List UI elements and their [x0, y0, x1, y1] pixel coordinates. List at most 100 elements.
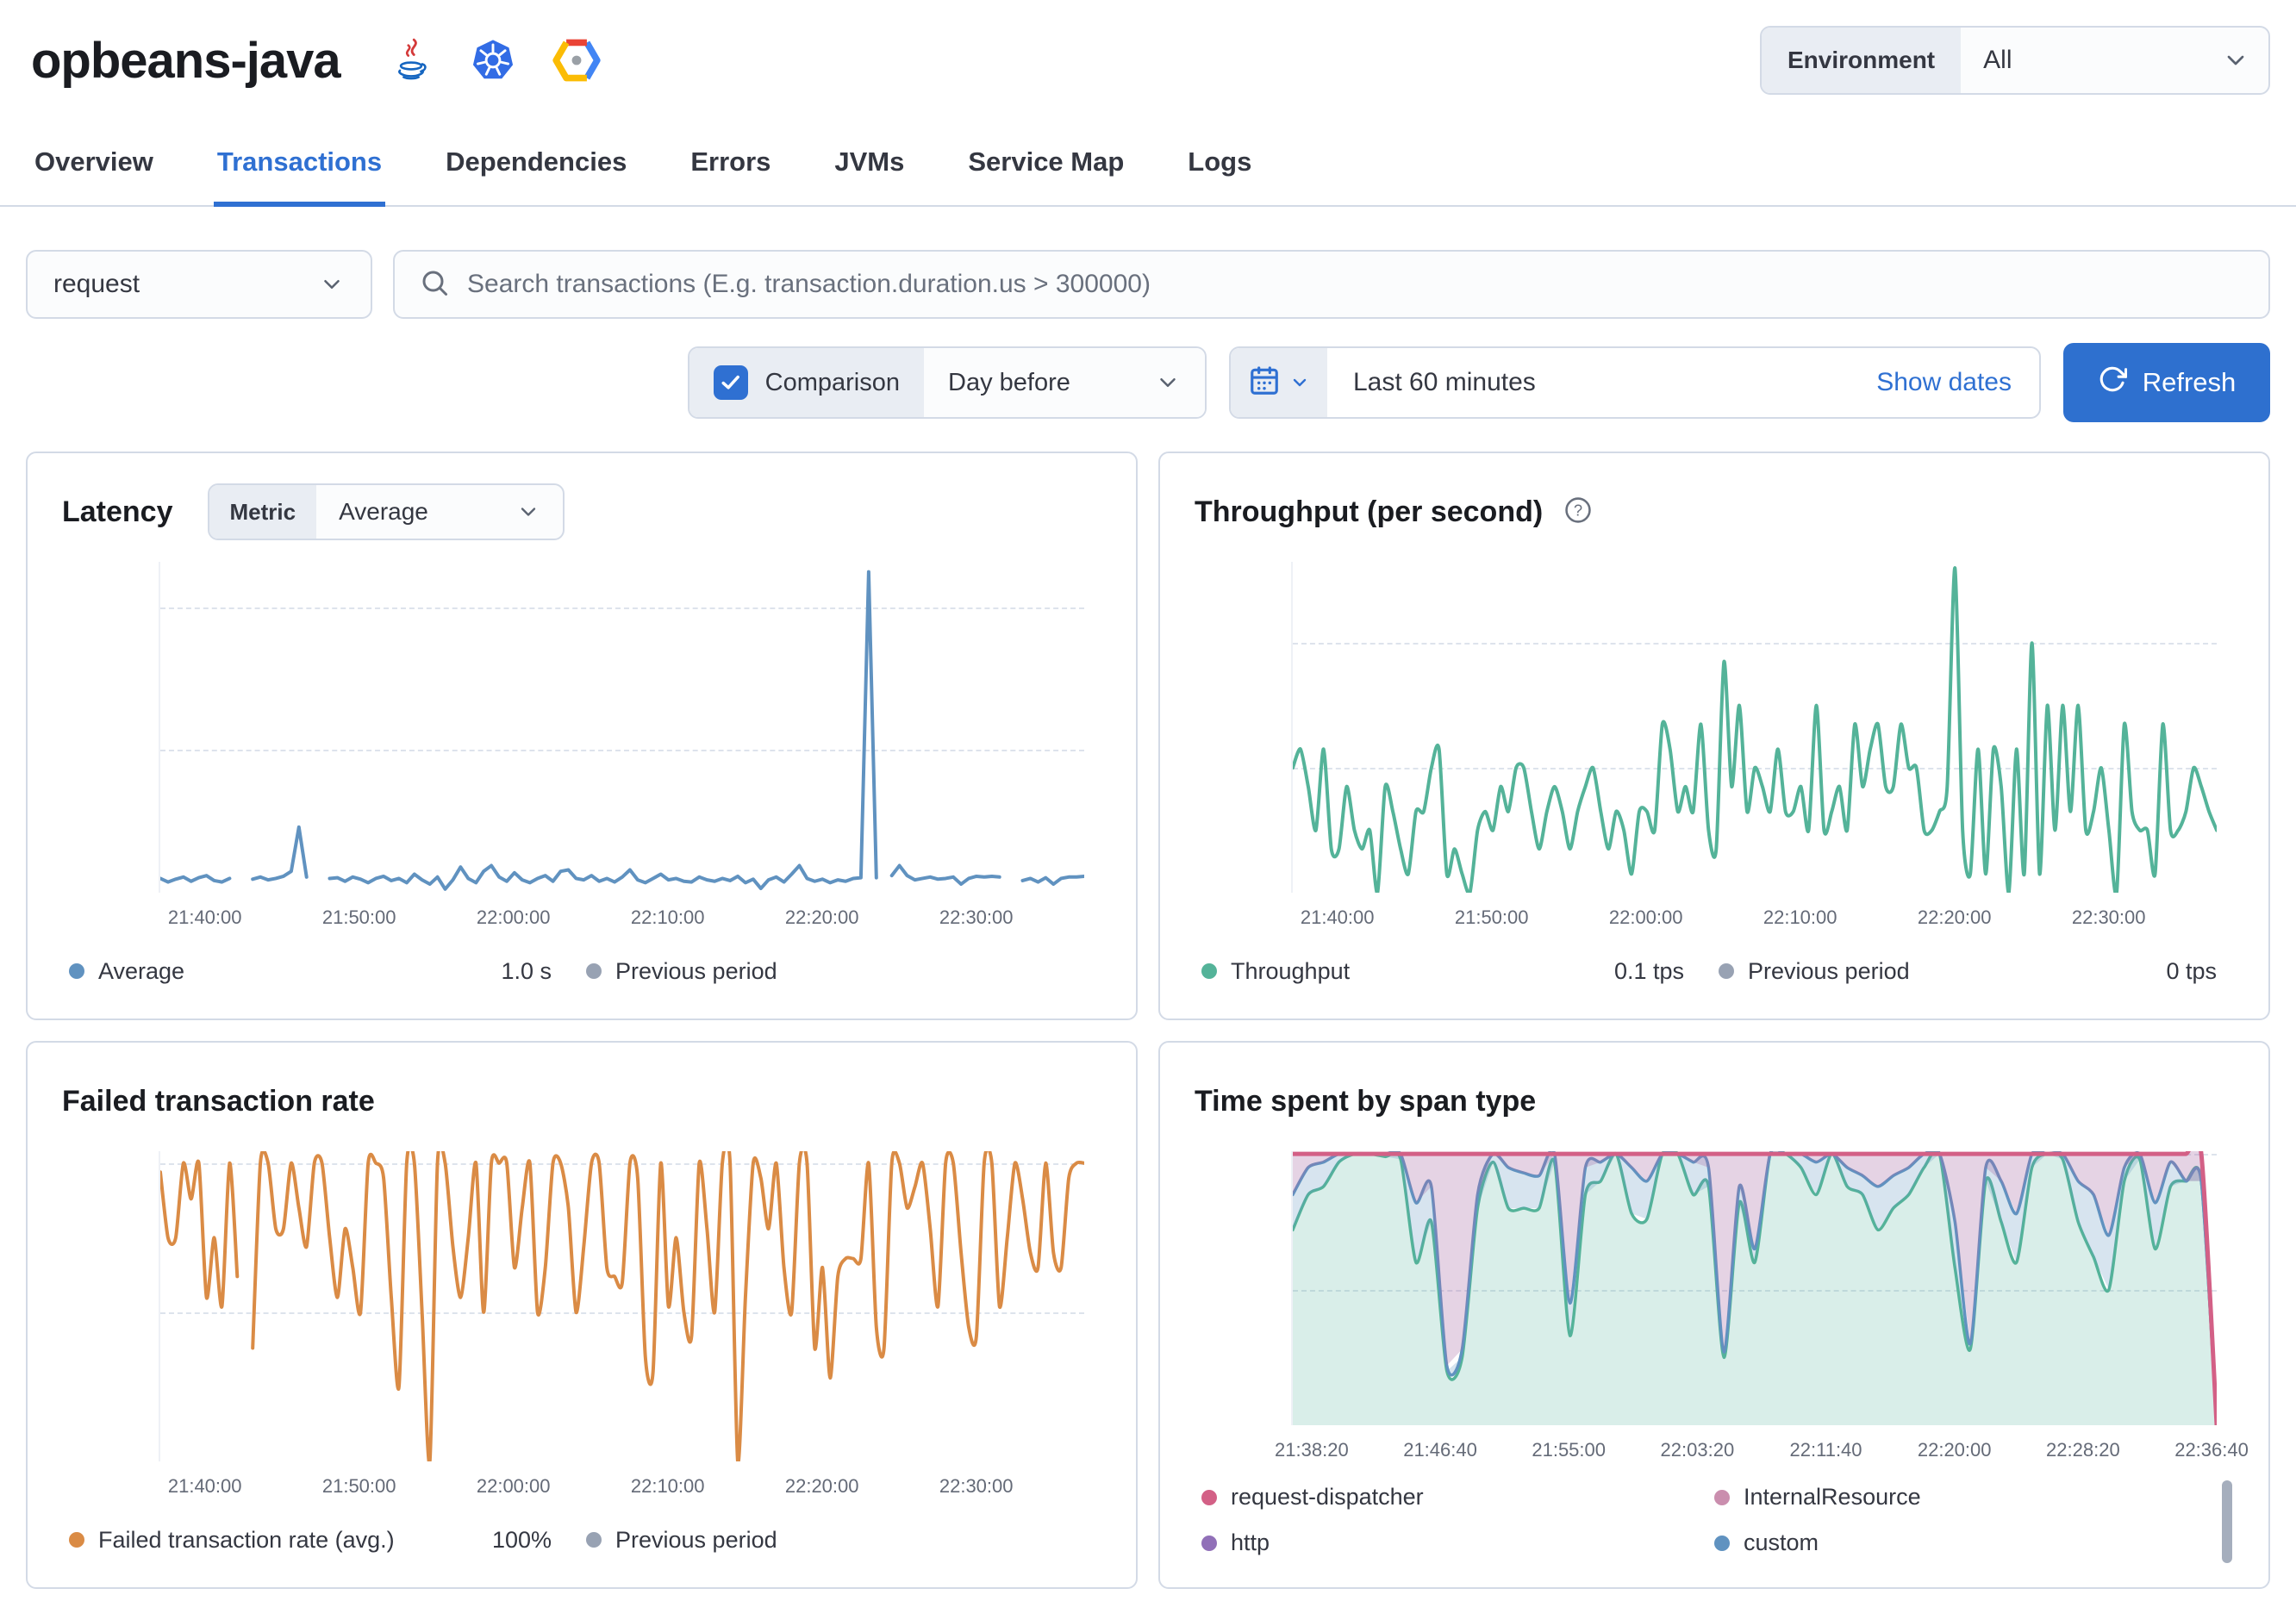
- x-tick-label: 22:00:00: [1608, 906, 1683, 928]
- refresh-icon: [2098, 364, 2127, 401]
- x-tick-label: 21:46:40: [1403, 1439, 1477, 1461]
- checkbox-check-icon: [721, 375, 739, 389]
- span-series-svg: [1293, 1151, 2217, 1425]
- legend-item-custom[interactable]: custom: [1714, 1529, 2227, 1556]
- chevron-down-icon: [1155, 370, 1181, 396]
- legend-item-average[interactable]: Average 1.0 s: [69, 958, 586, 985]
- throughput-chart[interactable]: 0 tps0.2 tps0.4 tps 21:40:0021:50:0022:0…: [1195, 543, 2234, 939]
- legend-label: Previous period: [615, 957, 777, 984]
- kubernetes-icon: [470, 37, 516, 84]
- failed-rate-chart[interactable]: 0%50%100% 21:40:0021:50:0022:00:0022:10:…: [62, 1132, 1101, 1508]
- span-type-chart[interactable]: 0%50%100% 21:38:2021:46:4021:55:0022:03:…: [1195, 1132, 2249, 1472]
- page-title: opbeans-java: [31, 32, 341, 89]
- latency-chart[interactable]: 0 s10 s20 s 21:40:0021:50:0022:00:0022:1…: [62, 543, 1101, 939]
- tab-logs[interactable]: Logs: [1184, 133, 1255, 205]
- environment-value: All: [1983, 46, 2012, 74]
- java-icon: [389, 38, 434, 83]
- x-tick-label: 22:10:00: [630, 1475, 705, 1497]
- throughput-panel-title: Throughput (per second): [1195, 495, 1544, 528]
- metric-label: Metric: [209, 485, 317, 539]
- gridline: [1293, 643, 2217, 645]
- gridline: [160, 1162, 1084, 1165]
- x-tick-label: 22:11:40: [1789, 1439, 1862, 1461]
- legend-item-http[interactable]: http: [1201, 1529, 1714, 1556]
- legend-label: Throughput: [1231, 957, 1351, 984]
- tab-dependencies[interactable]: Dependencies: [442, 133, 630, 205]
- legend-label: http: [1231, 1529, 1270, 1555]
- metric-value: Average: [316, 485, 563, 539]
- comparison-value: Day before: [948, 368, 1070, 396]
- chevron-down-icon: [2222, 28, 2268, 93]
- throughput-series-svg: [1293, 562, 2217, 893]
- refresh-label: Refresh: [2142, 367, 2237, 397]
- legend-value: 0 tps: [2166, 957, 2217, 984]
- x-tick-label: 22:10:00: [630, 906, 705, 928]
- x-tick-label: 21:40:00: [167, 1475, 242, 1497]
- comparison-checkbox[interactable]: [713, 365, 748, 400]
- x-tick-label: 21:40:00: [167, 906, 242, 928]
- x-tick-label: 22:20:00: [784, 1475, 859, 1497]
- gridline: [160, 607, 1084, 609]
- environment-select[interactable]: Environment All: [1760, 26, 2270, 95]
- legend-label: Previous period: [1748, 957, 1910, 984]
- latency-metric-select[interactable]: Metric Average: [207, 483, 565, 540]
- legend-dot: [69, 1532, 84, 1548]
- x-tick-label: 22:00:00: [476, 1475, 551, 1497]
- environment-label: Environment: [1762, 28, 1962, 93]
- calendar-menu-button[interactable]: [1231, 348, 1327, 417]
- calendar-icon: [1248, 364, 1281, 402]
- tab-transactions[interactable]: Transactions: [213, 133, 386, 207]
- x-tick-label: 22:30:00: [939, 1475, 1014, 1497]
- comparison-label: Comparison: [764, 368, 900, 396]
- tab-service-map[interactable]: Service Map: [964, 133, 1127, 205]
- legend-label: Average: [98, 957, 185, 984]
- gcp-icon: [552, 38, 601, 83]
- show-dates-link[interactable]: Show dates: [1876, 368, 2012, 396]
- tab-overview[interactable]: Overview: [31, 133, 157, 205]
- legend-dot: [1201, 963, 1217, 979]
- comparison-toggle[interactable]: Comparison: [689, 348, 924, 417]
- latency-panel-title: Latency: [62, 495, 173, 528]
- x-tick-label: 21:55:00: [1532, 1439, 1607, 1461]
- header: opbeans-java: [0, 0, 2296, 95]
- search-input[interactable]: [467, 270, 2244, 299]
- service-tabs: Overview Transactions Dependencies Error…: [0, 133, 2296, 207]
- chevron-down-icon: [516, 500, 540, 524]
- legend-item-previous-period[interactable]: Previous period 0 tps: [1719, 958, 2227, 985]
- legend-dot: [69, 963, 84, 979]
- tab-errors[interactable]: Errors: [687, 133, 774, 205]
- x-tick-label: 22:20:00: [1917, 1439, 1992, 1461]
- legend-dot: [1201, 1489, 1217, 1505]
- failed-rate-legend: Failed transaction rate (avg.) 100% Prev…: [62, 1508, 1101, 1572]
- legend-item-previous-period[interactable]: Previous period: [586, 958, 777, 985]
- legend-item-previous-period[interactable]: Previous period: [586, 1527, 777, 1554]
- x-tick-label: 21:50:00: [321, 1475, 396, 1497]
- comparison-control: Comparison Day before: [687, 346, 1207, 419]
- x-tick-label: 22:00:00: [476, 906, 551, 928]
- legend-item-internalresource[interactable]: InternalResource: [1714, 1484, 2227, 1511]
- transaction-search: [393, 250, 2270, 319]
- time-range-picker: Last 60 minutes Show dates: [1229, 346, 2041, 419]
- refresh-button[interactable]: Refresh: [2063, 343, 2270, 422]
- span-type-panel: Time spent by span type 0%50%100% 21:38:…: [1158, 1041, 2270, 1589]
- legend-item-throughput[interactable]: Throughput 0.1 tps: [1201, 958, 1719, 985]
- legend-scrollbar[interactable]: [2222, 1480, 2232, 1563]
- tab-jvms[interactable]: JVMs: [831, 133, 908, 205]
- chevron-down-icon: [1289, 372, 1310, 393]
- x-tick-label: 22:10:00: [1763, 906, 1837, 928]
- legend-dot: [586, 963, 602, 979]
- transaction-type-select[interactable]: request: [26, 250, 372, 319]
- latency-series-svg: [160, 562, 1084, 893]
- help-icon[interactable]: ?: [1563, 495, 1593, 529]
- time-range-value[interactable]: Last 60 minutes: [1353, 368, 1536, 396]
- x-tick-label: 22:20:00: [1917, 906, 1992, 928]
- legend-dot: [1714, 1535, 1730, 1551]
- legend-item-request-dispatcher[interactable]: request-dispatcher: [1201, 1484, 1714, 1511]
- legend-dot: [1719, 963, 1734, 979]
- legend-item-failed-rate[interactable]: Failed transaction rate (avg.) 100%: [69, 1527, 586, 1554]
- time-controls-row: Comparison Day before Last 60 minutes Sh…: [0, 343, 2296, 422]
- comparison-select[interactable]: Day before: [924, 348, 1205, 417]
- service-technology-icons: [389, 37, 601, 84]
- span-type-legend: request-dispatcher InternalResource http…: [1195, 1472, 2234, 1572]
